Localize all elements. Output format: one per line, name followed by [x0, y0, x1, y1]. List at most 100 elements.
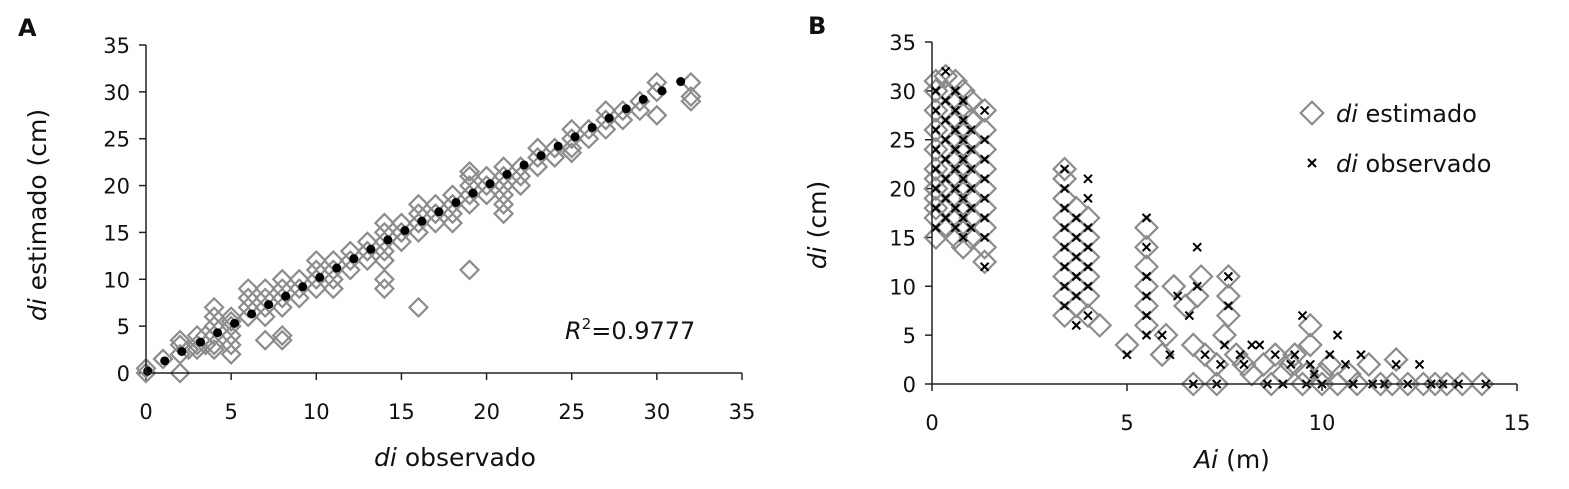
x-tick-label-a-7: 35 — [729, 400, 756, 424]
point-observado-b-48 — [1059, 262, 1070, 272]
point-estimado-a-80 — [458, 193, 481, 215]
y-tick-label-a-3: 15 — [103, 221, 130, 245]
point-observado-b-27 — [958, 174, 968, 184]
point-observado-b-26 — [958, 193, 968, 204]
point-observado-a-18 — [451, 197, 461, 207]
y-tick-label-a-5: 25 — [103, 128, 130, 152]
point-observado-b-65 — [1083, 193, 1093, 204]
point-observado-b-44 — [979, 135, 990, 145]
point-observado-b-96 — [1297, 310, 1308, 321]
point-estimado-a-68 — [407, 221, 430, 243]
point-observado-b-77 — [1184, 310, 1195, 321]
point-estimado-a-71 — [407, 193, 430, 215]
point-estimado-b-72 — [1075, 283, 1101, 309]
point-observado-b-23 — [950, 86, 961, 96]
point-estimado-b-78 — [1114, 332, 1140, 358]
point-estimado-b-89 — [1180, 371, 1206, 397]
point-observado-b-75 — [1165, 349, 1175, 360]
point-observado-b-14 — [940, 95, 951, 106]
y-tick-label-b-4: 20 — [889, 178, 916, 202]
point-estimado-a-67 — [407, 296, 430, 318]
point-estimado-b-6 — [923, 156, 949, 182]
point-observado-b-1 — [931, 203, 941, 213]
point-observado-b-67 — [1122, 349, 1132, 360]
point-estimado-b-94 — [1204, 371, 1230, 397]
panel-label-b: B — [808, 12, 826, 40]
point-estimado-b-47 — [972, 249, 998, 275]
point-observado-b-71 — [1141, 271, 1152, 282]
point-observado-b-24 — [958, 232, 968, 243]
point-estimado-a-51 — [339, 259, 361, 281]
point-estimado-a-103 — [561, 137, 583, 159]
point-estimado-a-34 — [271, 324, 293, 347]
point-observado-a-3 — [195, 337, 205, 347]
point-observado-a-7 — [264, 300, 274, 310]
point-estimado-b-30 — [950, 234, 976, 260]
point-estimado-b-101 — [1231, 351, 1257, 378]
point-observado-b-39 — [979, 232, 990, 243]
point-estimado-b-55 — [972, 97, 998, 123]
point-estimado-a-43 — [305, 278, 327, 300]
point-observado-a-30 — [657, 86, 667, 96]
point-observado-b-88 — [1239, 359, 1249, 370]
point-estimado-b-87 — [1161, 273, 1187, 299]
point-estimado-a-1 — [135, 357, 157, 379]
point-observado-b-52 — [1059, 183, 1070, 194]
y-tick-label-a-1: 5 — [117, 315, 130, 339]
point-estimado-a-16 — [203, 306, 225, 328]
point-estimado-b-4 — [923, 176, 949, 202]
point-observado-a-0 — [143, 366, 153, 376]
point-observado-a-23 — [536, 151, 546, 161]
point-observado-b-74 — [1157, 330, 1167, 340]
point-observado-b-53 — [1059, 164, 1070, 174]
legend-marker-observado — [1307, 158, 1317, 168]
point-observado-a-26 — [587, 122, 597, 132]
point-estimado-b-92 — [1188, 263, 1214, 290]
point-observado-b-37 — [966, 125, 976, 135]
point-observado-b-81 — [1200, 349, 1210, 360]
point-observado-b-42 — [979, 174, 990, 184]
point-observado-b-92 — [1270, 349, 1280, 360]
point-observado-b-13 — [940, 115, 951, 125]
point-observado-a-5 — [230, 318, 240, 328]
point-observado-b-64 — [1083, 222, 1093, 233]
point-observado-b-76 — [1172, 291, 1183, 301]
point-observado-a-17 — [434, 207, 444, 217]
point-observado-b-108 — [1391, 359, 1401, 370]
point-observado-a-14 — [383, 235, 393, 245]
point-observado-b-56 — [1071, 271, 1082, 282]
point-observado-a-2 — [177, 346, 187, 356]
x-tick-label-a-3: 15 — [388, 400, 415, 424]
point-observado-b-3 — [931, 164, 941, 174]
point-observado-b-6 — [931, 105, 941, 116]
y-axis-label-a: di estimado (cm) — [23, 109, 52, 321]
point-observado-a-4 — [213, 328, 223, 338]
point-observado-b-29 — [958, 135, 968, 145]
legend-label-observado: di observado — [1336, 150, 1491, 178]
point-estimado-b-9 — [923, 97, 949, 123]
point-estimado-a-120 — [680, 71, 702, 94]
point-observado-a-24 — [553, 141, 563, 151]
y-tick-label-a-2: 10 — [103, 268, 130, 292]
point-observado-a-19 — [468, 188, 478, 198]
point-estimado-a-20 — [220, 334, 242, 356]
point-estimado-a-89 — [493, 193, 515, 215]
point-observado-b-101 — [1325, 349, 1335, 360]
point-estimado-b-83 — [1133, 234, 1160, 260]
point-estimado-b-119 — [1356, 351, 1382, 378]
point-estimado-a-64 — [390, 231, 412, 253]
point-observado-b-51 — [1059, 203, 1070, 213]
point-observado-a-12 — [349, 254, 359, 264]
point-estimado-a-17 — [203, 296, 225, 318]
x-tick-label-b-1: 5 — [1120, 411, 1133, 435]
point-observado-b-34 — [966, 183, 976, 194]
point-observado-b-18 — [950, 183, 961, 194]
point-estimado-b-112 — [1297, 312, 1323, 338]
point-estimado-b-115 — [1317, 351, 1343, 378]
point-observado-b-110 — [1414, 359, 1425, 370]
point-observado-a-11 — [332, 263, 342, 273]
point-observado-b-17 — [950, 203, 961, 213]
point-estimado-b-99 — [1215, 263, 1241, 290]
point-observado-b-4 — [931, 144, 941, 155]
